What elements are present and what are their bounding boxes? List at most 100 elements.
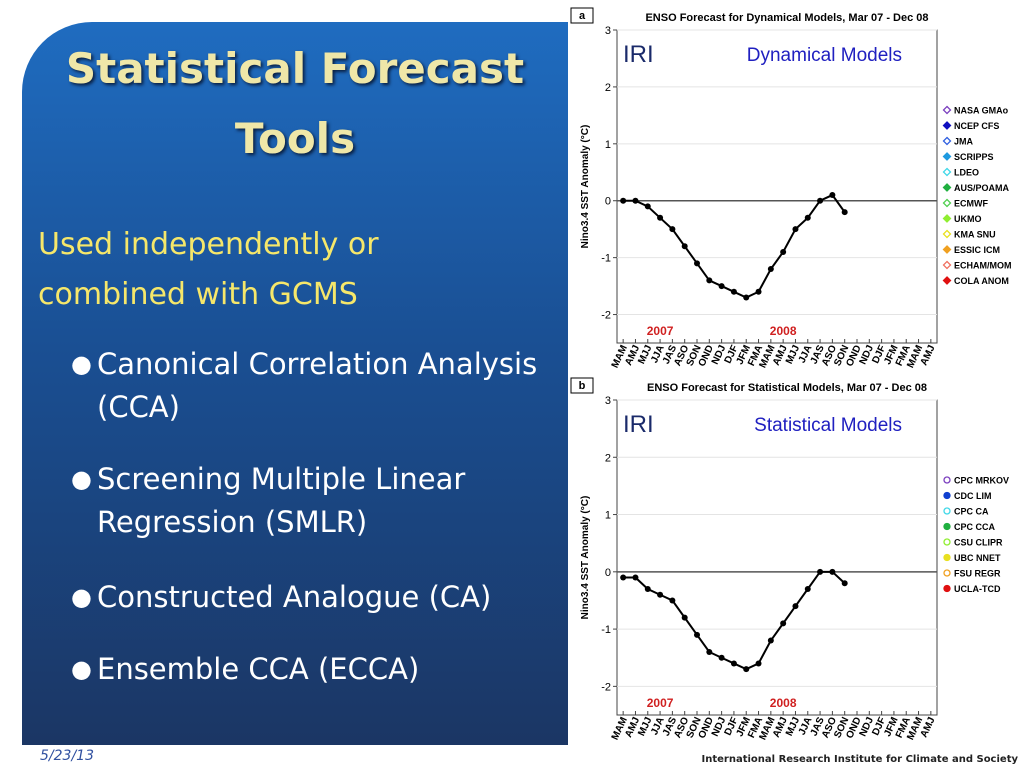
observed-point — [620, 574, 627, 581]
legend-marker — [942, 198, 952, 208]
observed-point — [755, 660, 762, 667]
year-label: 2007 — [647, 696, 674, 710]
observed-point — [644, 203, 651, 210]
panel-box — [570, 377, 594, 394]
y-tick-label: 0 — [605, 196, 611, 208]
y-tick-label: -1 — [601, 624, 611, 636]
observed-point — [804, 214, 811, 221]
observed-point — [730, 288, 737, 295]
observed-point — [730, 660, 737, 667]
footer: International Research Institute for Cli… — [701, 754, 1018, 765]
legend-label: FSU REGR — [954, 569, 1001, 579]
legend-marker — [943, 584, 951, 593]
chart-label: Dynamical Models — [747, 45, 902, 66]
observed-point — [743, 294, 750, 301]
slide-panel — [22, 22, 568, 745]
y-tick-label: 2 — [605, 82, 611, 94]
legend-marker — [942, 136, 952, 146]
legend-label: UBC NNET — [954, 553, 1001, 563]
observed-point — [841, 580, 848, 587]
y-tick-label: -1 — [601, 253, 611, 265]
legend-label: LDEO — [954, 168, 979, 178]
observed-point — [706, 649, 713, 655]
y-tick-label: 1 — [605, 510, 611, 522]
legend-label: ECHAM/MOM — [954, 261, 1012, 271]
legend-label: SCRIPPS — [954, 152, 994, 162]
legend-label: KMA SNU — [954, 230, 996, 240]
observed-point — [841, 209, 848, 216]
observed-point — [743, 666, 750, 673]
logo: IRI — [623, 411, 654, 438]
observed-point — [804, 586, 811, 592]
observed-point — [767, 266, 774, 273]
chart-title: ENSO Forecast for Dynamical Models, Mar … — [645, 12, 928, 24]
observed-point — [694, 631, 700, 638]
legend-marker — [943, 569, 951, 577]
legend-label: CSU CLIPR — [954, 538, 1003, 548]
observed-point — [767, 637, 774, 644]
y-tick-label: 0 — [605, 567, 611, 579]
bullet: ● Constructed Analogue (CA) — [71, 580, 492, 614]
observed-point — [718, 654, 725, 661]
y-tick-label: 1 — [605, 139, 611, 151]
legend-marker — [942, 229, 952, 239]
observed-point — [632, 574, 639, 581]
observed-point — [669, 226, 676, 233]
y-axis-label: Nino3.4 SST Anomaly (°C) — [580, 496, 591, 620]
legend-label: UKMO — [954, 214, 982, 224]
observed-point — [829, 568, 836, 575]
plot-frame — [616, 399, 938, 716]
observed-point — [669, 597, 676, 604]
year-label: 2008 — [770, 324, 797, 338]
observed-point — [620, 197, 627, 204]
observed-point — [718, 283, 725, 290]
y-tick-label: -2 — [601, 310, 611, 322]
legend-marker — [942, 121, 952, 130]
observed-point — [706, 277, 713, 284]
plot-frame — [616, 29, 938, 344]
legend-marker — [943, 491, 951, 500]
observed-point — [681, 243, 688, 250]
observed-point — [792, 603, 799, 610]
legend-marker — [943, 476, 951, 484]
observed-point — [780, 620, 787, 627]
bullet: ● Screening Multiple Linear Regression (S… — [71, 462, 466, 539]
bullet-text: Screening Multiple Linear Regression (SM… — [97, 462, 466, 539]
observed-point — [755, 288, 762, 295]
legend-label: ESSIC ICM — [954, 245, 1000, 255]
observed-point — [644, 586, 651, 592]
observed-point — [657, 214, 664, 221]
y-tick-label: -2 — [601, 681, 611, 693]
year-label: 2008 — [770, 696, 797, 710]
panel-label: b — [579, 380, 586, 392]
legend-label: JMA — [954, 137, 974, 147]
bullet: ● Ensemble CCA (ECCA) — [71, 652, 420, 686]
bullet-text: Canonical Correlation Analysis (CCA) — [97, 347, 538, 424]
y-axis-label: Nino3.4 SST Anomaly (°C) — [580, 125, 591, 249]
observed-point — [694, 260, 700, 267]
bullet-text: Ensemble CCA (ECCA) — [97, 652, 420, 686]
observed-point — [657, 591, 664, 598]
chart-title: ENSO Forecast for Statistical Models, Ma… — [647, 382, 927, 394]
observed-point — [817, 568, 824, 575]
legend-marker — [943, 507, 951, 515]
legend-marker — [942, 276, 952, 285]
legend-marker — [942, 260, 952, 270]
bullet-text: Constructed Analogue (CA) — [97, 580, 492, 614]
legend-label: NCEP CFS — [954, 121, 999, 131]
legend-label: CPC CCA — [954, 522, 996, 532]
legend-marker — [943, 538, 951, 546]
legend-label: NASA GMAo — [954, 106, 1009, 116]
y-tick-label: 3 — [605, 25, 611, 37]
legend-marker — [942, 214, 952, 223]
panel-label: a — [579, 10, 586, 22]
logo: IRI — [623, 41, 654, 68]
slide-title: Statistical Forecast Tools — [65, 44, 525, 163]
slide-subtitle: Used independently or combined with GCMS — [38, 227, 379, 312]
legend-label: CDC LIM — [954, 491, 992, 501]
observed-point — [780, 248, 787, 255]
y-tick-label: 3 — [605, 395, 611, 407]
legend-marker — [942, 167, 952, 177]
